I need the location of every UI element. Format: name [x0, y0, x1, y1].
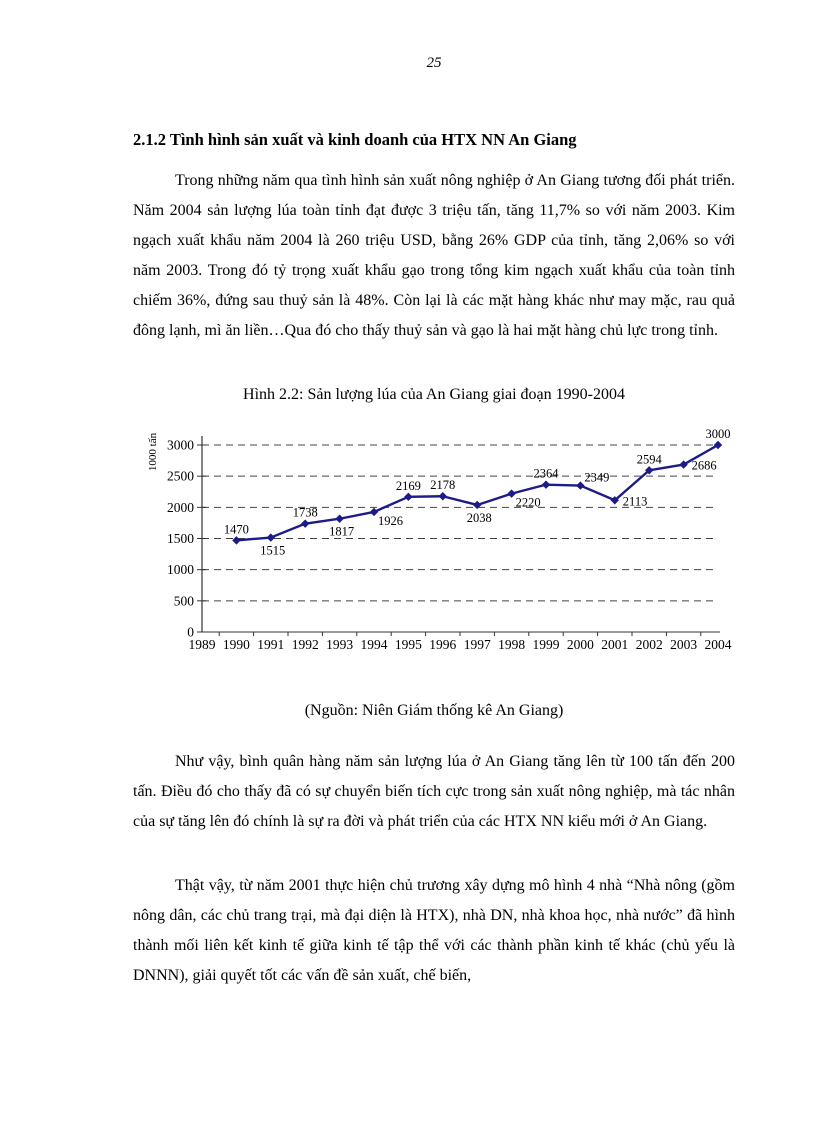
x-tick-label: 1999 — [533, 637, 560, 652]
x-tick-label: 1995 — [395, 637, 422, 652]
x-tick-label: 2003 — [670, 637, 697, 652]
data-label: 2349 — [584, 471, 609, 485]
paragraph-growth-analysis: Như vậy, bình quân hàng năm sản lượng lú… — [133, 753, 735, 830]
data-point — [404, 492, 413, 501]
x-tick-label: 1996 — [429, 637, 456, 652]
paragraph-four-houses-model: Thật vậy, từ năm 2001 thực hiện chủ trươ… — [133, 877, 735, 984]
x-tick-label: 1990 — [223, 637, 250, 652]
data-label: 2364 — [534, 467, 560, 481]
data-point — [232, 536, 241, 545]
data-label: 2220 — [516, 496, 541, 510]
x-tick-label: 1994 — [361, 637, 388, 652]
data-label: 2038 — [467, 511, 492, 525]
section-heading: 2.1.2 Tình hình sản xuất và kinh doanh c… — [133, 130, 577, 149]
data-point — [266, 533, 275, 542]
x-tick-label: 1998 — [498, 637, 525, 652]
data-point — [713, 440, 723, 450]
data-label: 2169 — [396, 479, 421, 493]
data-point — [438, 492, 447, 501]
y-axis-title: 1000 tấn — [147, 432, 159, 471]
data-label: 1926 — [378, 514, 403, 528]
data-point — [335, 514, 344, 523]
figure-caption: Hình 2.2: Sản lượng lúa của An Giang gia… — [243, 386, 625, 403]
data-point — [576, 481, 585, 490]
rice-production-chart: 0 500 1000 1500 2000 2500 3000 1989 1990 1991 1992… — [140, 419, 732, 669]
y-tick-label: 3000 — [167, 438, 194, 453]
chart-svg: 0 500 1000 1500 2000 2500 3000 1989 1990 1991 1992… — [147, 427, 732, 652]
data-label: 2686 — [692, 459, 717, 473]
x-tick-label: 1997 — [464, 637, 491, 652]
data-label: 1515 — [260, 544, 285, 558]
paragraph-production-overview: Trong những năm qua tình hình sản xuất n… — [133, 172, 735, 339]
data-point — [507, 489, 516, 498]
data-label: 1738 — [293, 506, 318, 520]
x-tick-label: 1989 — [189, 637, 216, 652]
x-tick-label: 1992 — [292, 637, 319, 652]
data-point — [301, 519, 310, 528]
y-tick-label: 2500 — [167, 469, 194, 484]
x-tick-label: 2000 — [567, 637, 594, 652]
data-point — [541, 480, 551, 489]
data-label: 1817 — [329, 525, 354, 539]
y-tick-label: 1500 — [167, 531, 194, 546]
y-tick-label: 0 — [187, 625, 194, 640]
data-point — [369, 507, 379, 517]
data-point — [679, 460, 688, 469]
chart-source-note: (Nguồn: Niên Giám thống kê An Giang) — [304, 702, 564, 719]
data-label: 2178 — [430, 478, 455, 492]
data-label: 2113 — [623, 494, 648, 508]
y-tick-label: 1000 — [167, 562, 194, 577]
data-label: 2594 — [637, 452, 663, 466]
y-tick-label: 500 — [174, 593, 195, 608]
data-label: 1470 — [224, 522, 249, 536]
y-tick-label: 2000 — [167, 500, 194, 515]
x-tick-label: 1993 — [326, 637, 353, 652]
data-label: 3000 — [706, 427, 731, 441]
x-tick-label: 2002 — [636, 637, 663, 652]
x-tick-label: 2001 — [601, 637, 628, 652]
data-point — [473, 500, 482, 510]
x-tick-label: 1991 — [257, 637, 284, 652]
page-number: 25 — [426, 55, 442, 71]
x-tick-label: 2004 — [705, 637, 732, 652]
